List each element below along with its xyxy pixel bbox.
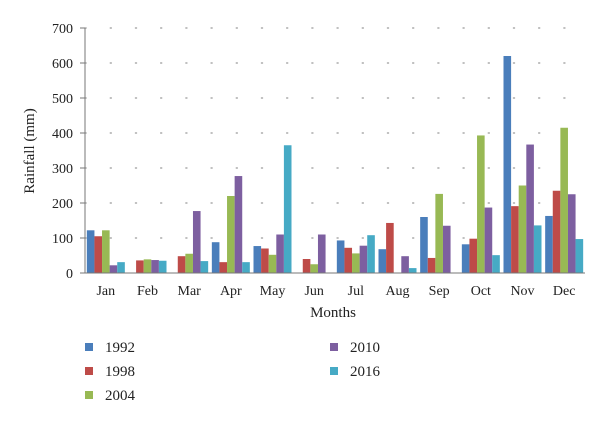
bar-2010-jun bbox=[317, 234, 326, 273]
bar-1992-may bbox=[253, 246, 262, 273]
x-tick-label: Dec bbox=[553, 284, 576, 299]
x-tick-labels: Jan Feb Mar Apr May Jun Jul Aug Sep Oct Nov Dec bbox=[96, 284, 575, 299]
bars bbox=[86, 56, 584, 273]
bar-1992-jan bbox=[86, 230, 95, 273]
bar-1992-jul bbox=[336, 240, 345, 273]
x-tick-label: Feb bbox=[137, 284, 158, 299]
bar-2016-jul bbox=[367, 235, 375, 273]
y-tick-label: 300 bbox=[52, 162, 73, 177]
bar-2016-aug bbox=[408, 268, 417, 273]
y-tick-label: 0 bbox=[66, 267, 73, 282]
bar-1992-nov bbox=[503, 56, 512, 273]
bar-2010-feb bbox=[151, 260, 159, 273]
x-tick-label: Jun bbox=[304, 284, 323, 299]
bar-2004-jul bbox=[352, 253, 360, 273]
bar-1992-dec bbox=[545, 215, 553, 273]
x-tick-label: Apr bbox=[220, 284, 242, 299]
legend-label: 1998 bbox=[105, 364, 135, 380]
bar-2010-jul bbox=[359, 245, 368, 273]
bar-2010-sep bbox=[442, 225, 451, 273]
legend-swatch-2016 bbox=[330, 367, 338, 375]
bar-1998-mar bbox=[177, 256, 186, 273]
bar-2016-feb bbox=[158, 260, 167, 273]
bar-1998-feb bbox=[136, 260, 144, 273]
x-tick-label: Jul bbox=[348, 284, 364, 299]
bar-2010-jan bbox=[109, 265, 118, 273]
bar-1998-dec bbox=[552, 190, 561, 273]
bar-2004-nov bbox=[518, 185, 527, 273]
bar-2004-may bbox=[268, 254, 277, 273]
axes bbox=[80, 27, 585, 274]
bar-2016-may bbox=[283, 145, 292, 273]
bar-2016-nov bbox=[533, 225, 542, 273]
y-tick-labels: 0 100 200 300 400 500 600 700 bbox=[52, 22, 73, 282]
legend-label: 2004 bbox=[105, 388, 136, 404]
bar-2004-jun bbox=[310, 264, 318, 273]
bar-2004-oct bbox=[477, 135, 485, 273]
bar-2016-mar bbox=[200, 261, 209, 273]
bar-2004-jan bbox=[102, 230, 110, 273]
bar-2016-jan bbox=[117, 262, 125, 273]
bar-1998-nov bbox=[511, 206, 519, 273]
bar-1998-aug bbox=[386, 222, 394, 273]
bar-1998-may bbox=[261, 248, 269, 273]
bar-2016-apr bbox=[242, 262, 250, 273]
legend-label: 2010 bbox=[350, 340, 380, 356]
legend: 1992 1998 2004 2010 2016 bbox=[85, 340, 381, 404]
bar-2004-mar bbox=[185, 253, 193, 273]
bar-2004-apr bbox=[227, 196, 235, 273]
bar-2010-apr bbox=[234, 176, 243, 273]
bar-1998-apr bbox=[219, 262, 228, 273]
y-tick-label: 100 bbox=[52, 232, 73, 247]
x-tick-label: Jan bbox=[96, 284, 115, 299]
bar-1992-aug bbox=[378, 249, 387, 273]
x-tick-label: May bbox=[260, 284, 286, 299]
y-tick-label: 600 bbox=[52, 57, 73, 72]
bar-1998-jun bbox=[302, 259, 311, 273]
bar-1998-sep bbox=[427, 257, 436, 273]
bar-2004-sep bbox=[435, 193, 443, 273]
bar-2010-nov bbox=[526, 144, 534, 273]
x-axis-title: Months bbox=[310, 305, 356, 321]
bar-1998-oct bbox=[469, 238, 478, 273]
legend-swatch-2010 bbox=[330, 343, 338, 351]
bar-2004-dec bbox=[560, 127, 568, 273]
bar-2010-mar bbox=[192, 211, 201, 273]
x-tick-label: Oct bbox=[471, 284, 491, 299]
y-tick-label: 200 bbox=[52, 197, 73, 212]
bar-2010-oct bbox=[484, 207, 493, 273]
y-tick-label: 400 bbox=[52, 127, 73, 142]
x-tick-label: Nov bbox=[510, 284, 534, 299]
legend-swatch-1992 bbox=[85, 343, 93, 351]
bar-2010-may bbox=[276, 234, 284, 273]
bar-1992-sep bbox=[420, 217, 428, 273]
legend-label: 2016 bbox=[350, 364, 381, 380]
legend-swatch-1998 bbox=[85, 367, 93, 375]
y-tick-label: 700 bbox=[52, 22, 73, 37]
bar-1998-jul bbox=[344, 247, 353, 273]
bar-1992-oct bbox=[461, 244, 470, 273]
y-axis-title: Rainfall (mm) bbox=[22, 108, 38, 193]
bar-2016-dec bbox=[575, 239, 584, 273]
legend-label: 1992 bbox=[105, 340, 135, 356]
bar-2010-dec bbox=[567, 194, 576, 273]
bar-2010-aug bbox=[401, 256, 409, 273]
bar-2004-feb bbox=[143, 259, 152, 273]
x-tick-label: Sep bbox=[429, 284, 450, 299]
bar-2016-oct bbox=[492, 255, 500, 273]
x-tick-label: Mar bbox=[178, 284, 202, 299]
legend-swatch-2004 bbox=[85, 391, 93, 399]
bar-1992-apr bbox=[211, 242, 220, 273]
y-tick-label: 500 bbox=[52, 92, 73, 107]
x-tick-label: Aug bbox=[385, 284, 409, 299]
bar-1998-jan bbox=[94, 236, 103, 273]
